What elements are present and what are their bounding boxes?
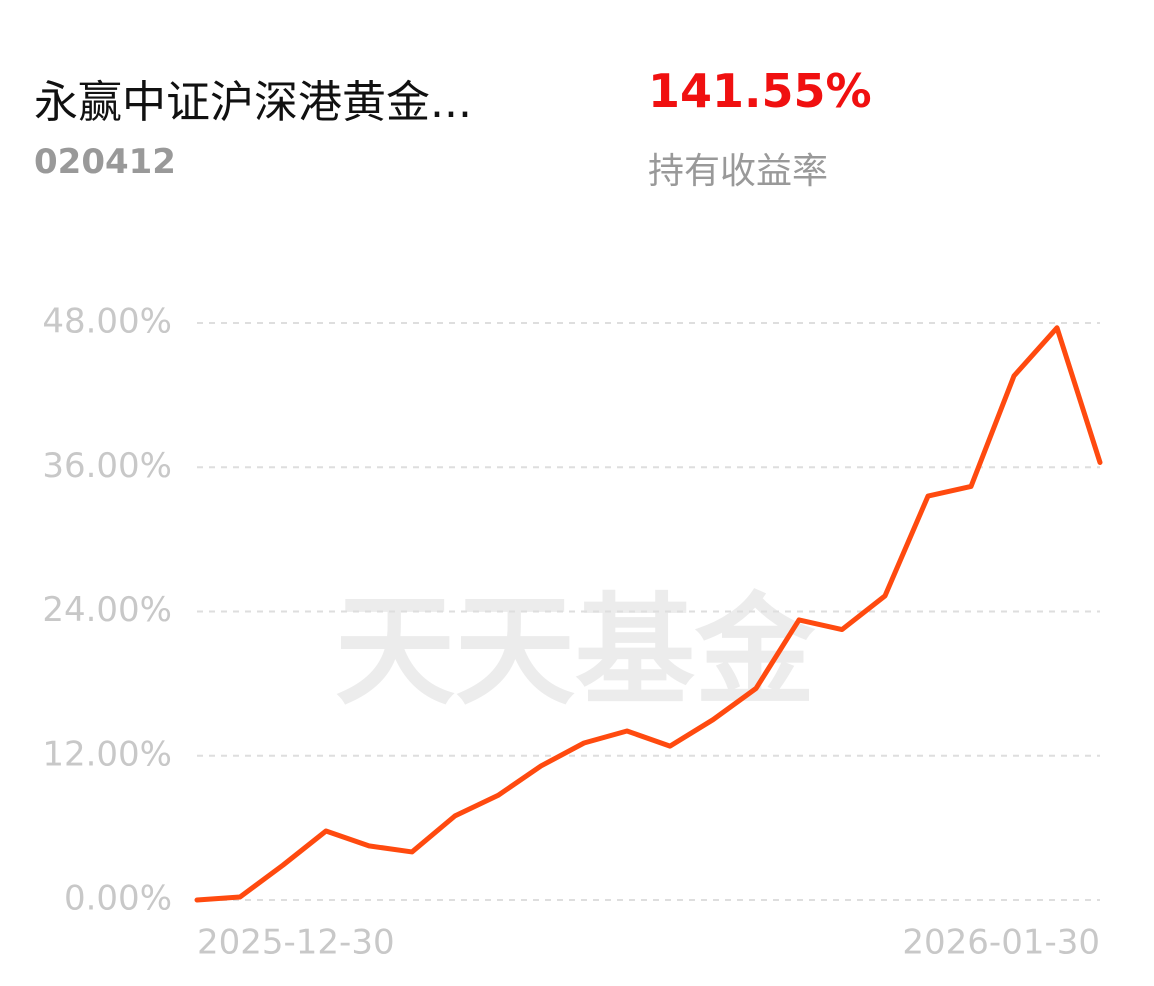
line-series [194,325,1103,903]
fund-title[interactable]: 永赢中证沪深港黄金... [34,77,472,128]
y-tick-label: 36.00% [42,446,172,486]
x-tick-label: 2025-12-30 [197,923,395,963]
return-label: 持有收益率 [648,151,829,192]
return-value: 141.55% [648,64,872,118]
y-tick-label: 0.00% [64,879,172,919]
y-tick-label: 24.00% [42,590,172,630]
fund-code: 020412 [34,142,176,182]
y-tick-label: 48.00% [42,302,172,342]
x-tick-label: 2026-01-30 [902,923,1100,963]
y-tick-label: 12.00% [42,734,172,774]
watermark: 天天基金 [335,583,816,722]
